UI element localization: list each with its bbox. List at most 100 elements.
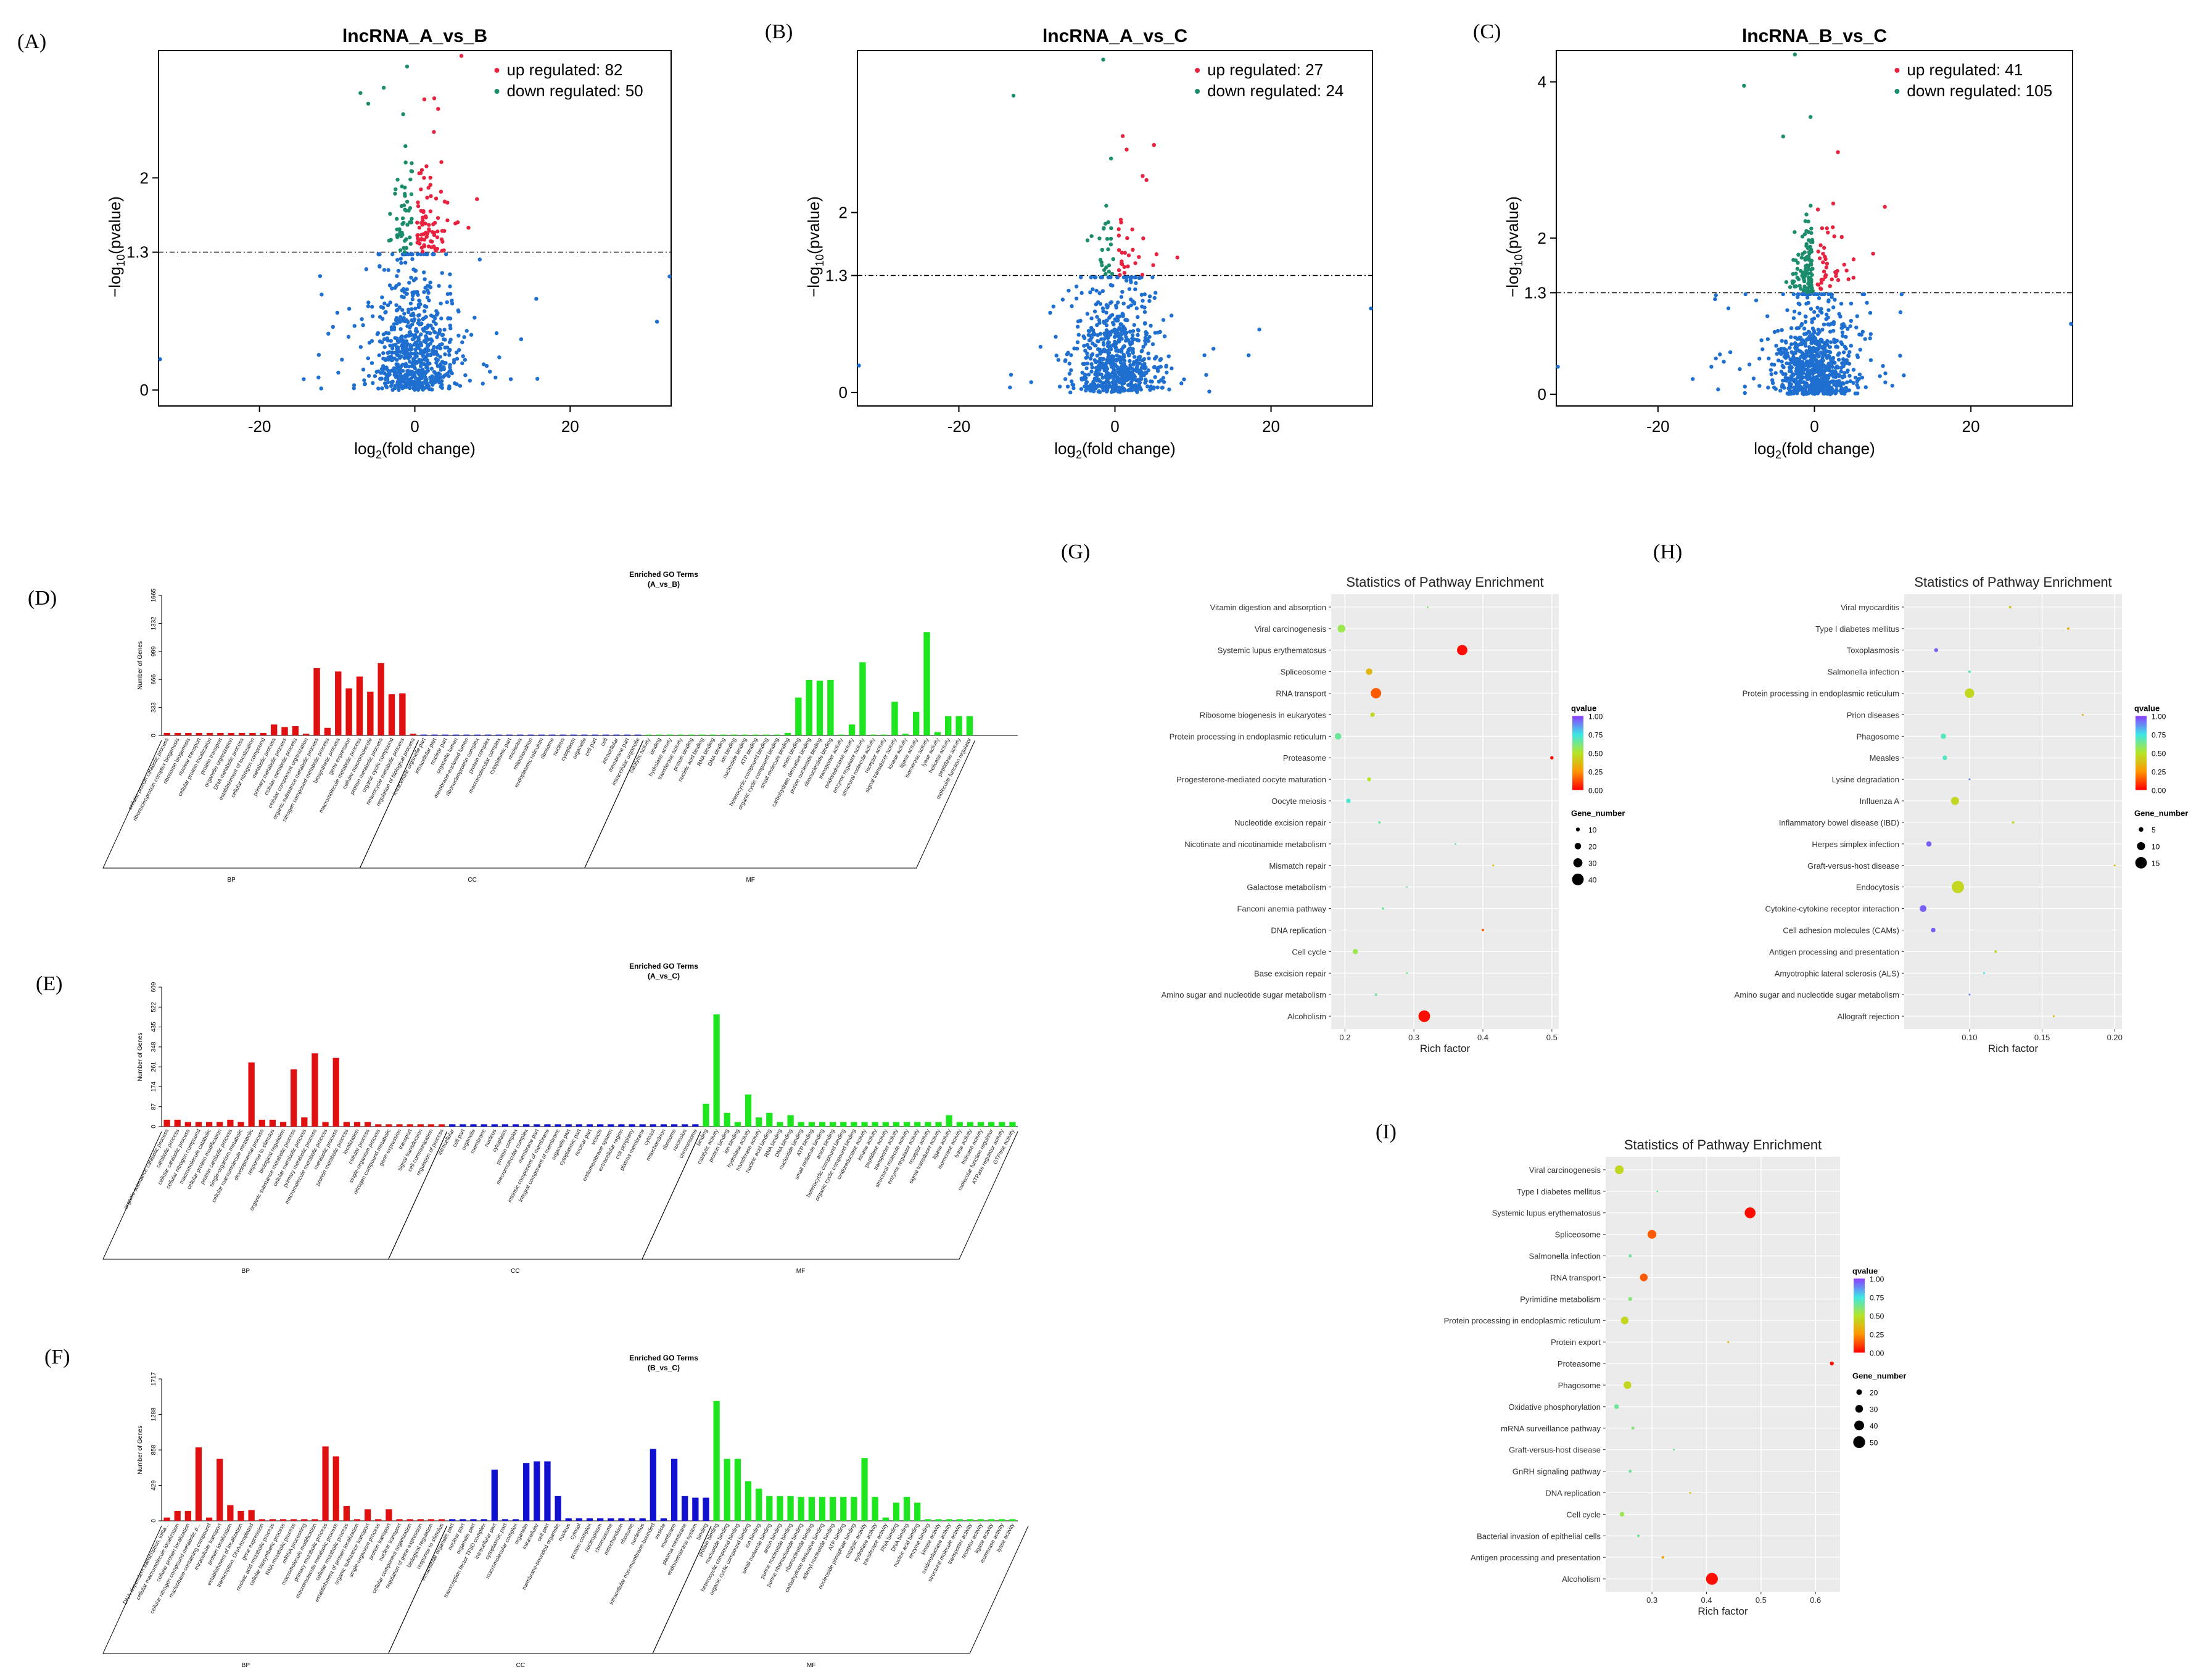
- bar: [555, 1124, 561, 1127]
- ns-point: [1789, 326, 1794, 331]
- ns-point: [429, 387, 434, 392]
- down-point: [1809, 271, 1813, 276]
- ns-point: [1847, 350, 1852, 354]
- ns-point: [416, 302, 421, 307]
- ns-point: [1902, 373, 1906, 378]
- ns-point: [1086, 346, 1091, 350]
- up-point: [1151, 263, 1155, 267]
- ns-point: [1008, 385, 1012, 390]
- bar: [227, 1119, 234, 1127]
- ns-point: [1827, 362, 1831, 366]
- pathway-label: Base excision repair: [1254, 969, 1327, 978]
- ns-point: [1836, 357, 1841, 362]
- up-point: [427, 223, 431, 227]
- size-legend-dot: [1573, 858, 1583, 867]
- down-point: [395, 217, 399, 221]
- down-point: [1808, 115, 1813, 119]
- ns-point: [366, 373, 371, 378]
- ns-point: [1789, 369, 1793, 374]
- down-point: [406, 209, 411, 213]
- ns-point: [1085, 351, 1089, 356]
- down-point: [1795, 275, 1799, 280]
- bubble: [1346, 798, 1351, 803]
- ns-point: [1096, 339, 1100, 344]
- bubble: [1920, 905, 1927, 912]
- ns-point: [462, 335, 466, 339]
- pathway-label: Cell cycle: [1292, 947, 1326, 956]
- bar: [501, 1124, 509, 1127]
- bubble: [1371, 688, 1382, 698]
- ns-point: [421, 375, 426, 379]
- ns-point: [419, 321, 424, 326]
- down-point: [402, 203, 406, 207]
- ns-point: [425, 296, 430, 300]
- y-axis-label: Number of Genes: [137, 1033, 144, 1082]
- ns-point: [1110, 354, 1115, 358]
- down-point: [409, 220, 413, 225]
- down-point: [1781, 135, 1785, 139]
- bar: [692, 1124, 699, 1127]
- ns-point: [1116, 349, 1121, 354]
- bar: [481, 1519, 487, 1521]
- ns-point: [431, 383, 435, 387]
- ns-point: [1067, 362, 1071, 366]
- ns-point: [410, 322, 415, 326]
- ns-point: [421, 317, 426, 321]
- ns-point: [378, 376, 382, 381]
- ns-point: [1815, 391, 1820, 395]
- size-legend-label: 40: [1588, 875, 1597, 884]
- ns-point: [409, 307, 414, 312]
- ns-point: [423, 378, 427, 383]
- x-tick-label: 0.4: [1701, 1595, 1712, 1605]
- ns-point: [371, 381, 375, 386]
- up-point: [1120, 134, 1125, 138]
- plot-panel: [1331, 594, 1559, 1029]
- ns-point: [1160, 386, 1165, 390]
- ns-point: [1791, 292, 1796, 297]
- down-point: [1098, 257, 1103, 262]
- bar: [343, 1122, 350, 1127]
- ns-point: [1092, 376, 1097, 381]
- ns-point: [396, 340, 400, 344]
- up-point: [1830, 277, 1834, 282]
- pathway-label: Antigen processing and presentation: [1471, 1553, 1601, 1562]
- ns-point: [1898, 354, 1902, 358]
- ns-point: [1094, 288, 1099, 293]
- color-bar-label: 0.00: [1870, 1349, 1884, 1357]
- pathway-label: Measles: [1870, 753, 1900, 763]
- y-tick-label: 2: [140, 168, 149, 187]
- bubble: [1492, 864, 1495, 867]
- bubble: [1454, 843, 1456, 845]
- ns-point: [1784, 341, 1788, 345]
- ns-point: [427, 284, 432, 289]
- ns-point: [443, 337, 447, 342]
- ns-point: [1113, 368, 1117, 373]
- ns-point: [1110, 375, 1115, 379]
- up-point: [1137, 255, 1141, 259]
- bubble: [1381, 907, 1384, 910]
- bar: [934, 732, 941, 735]
- ns-point: [1840, 325, 1845, 329]
- up-point: [1831, 201, 1836, 206]
- ns-point: [1143, 342, 1148, 346]
- up-point: [1821, 260, 1825, 265]
- bar: [375, 1124, 382, 1127]
- bar: [819, 1122, 826, 1127]
- ns-point: [457, 348, 461, 352]
- y-tick-label: 0: [151, 734, 157, 737]
- ns-point: [1117, 326, 1121, 330]
- ns-point: [1067, 288, 1071, 293]
- down-point: [1797, 283, 1802, 288]
- ns-point: [1157, 365, 1161, 370]
- up-point: [1140, 273, 1145, 277]
- up-point: [429, 239, 433, 244]
- down-point: [1804, 229, 1809, 233]
- ns-point: [428, 353, 433, 358]
- ns-point: [1038, 344, 1043, 349]
- ns-point: [1714, 293, 1718, 297]
- ns-point: [1097, 347, 1102, 352]
- bubble: [1628, 1254, 1632, 1258]
- bar: [977, 1519, 984, 1521]
- ns-point: [1104, 323, 1109, 328]
